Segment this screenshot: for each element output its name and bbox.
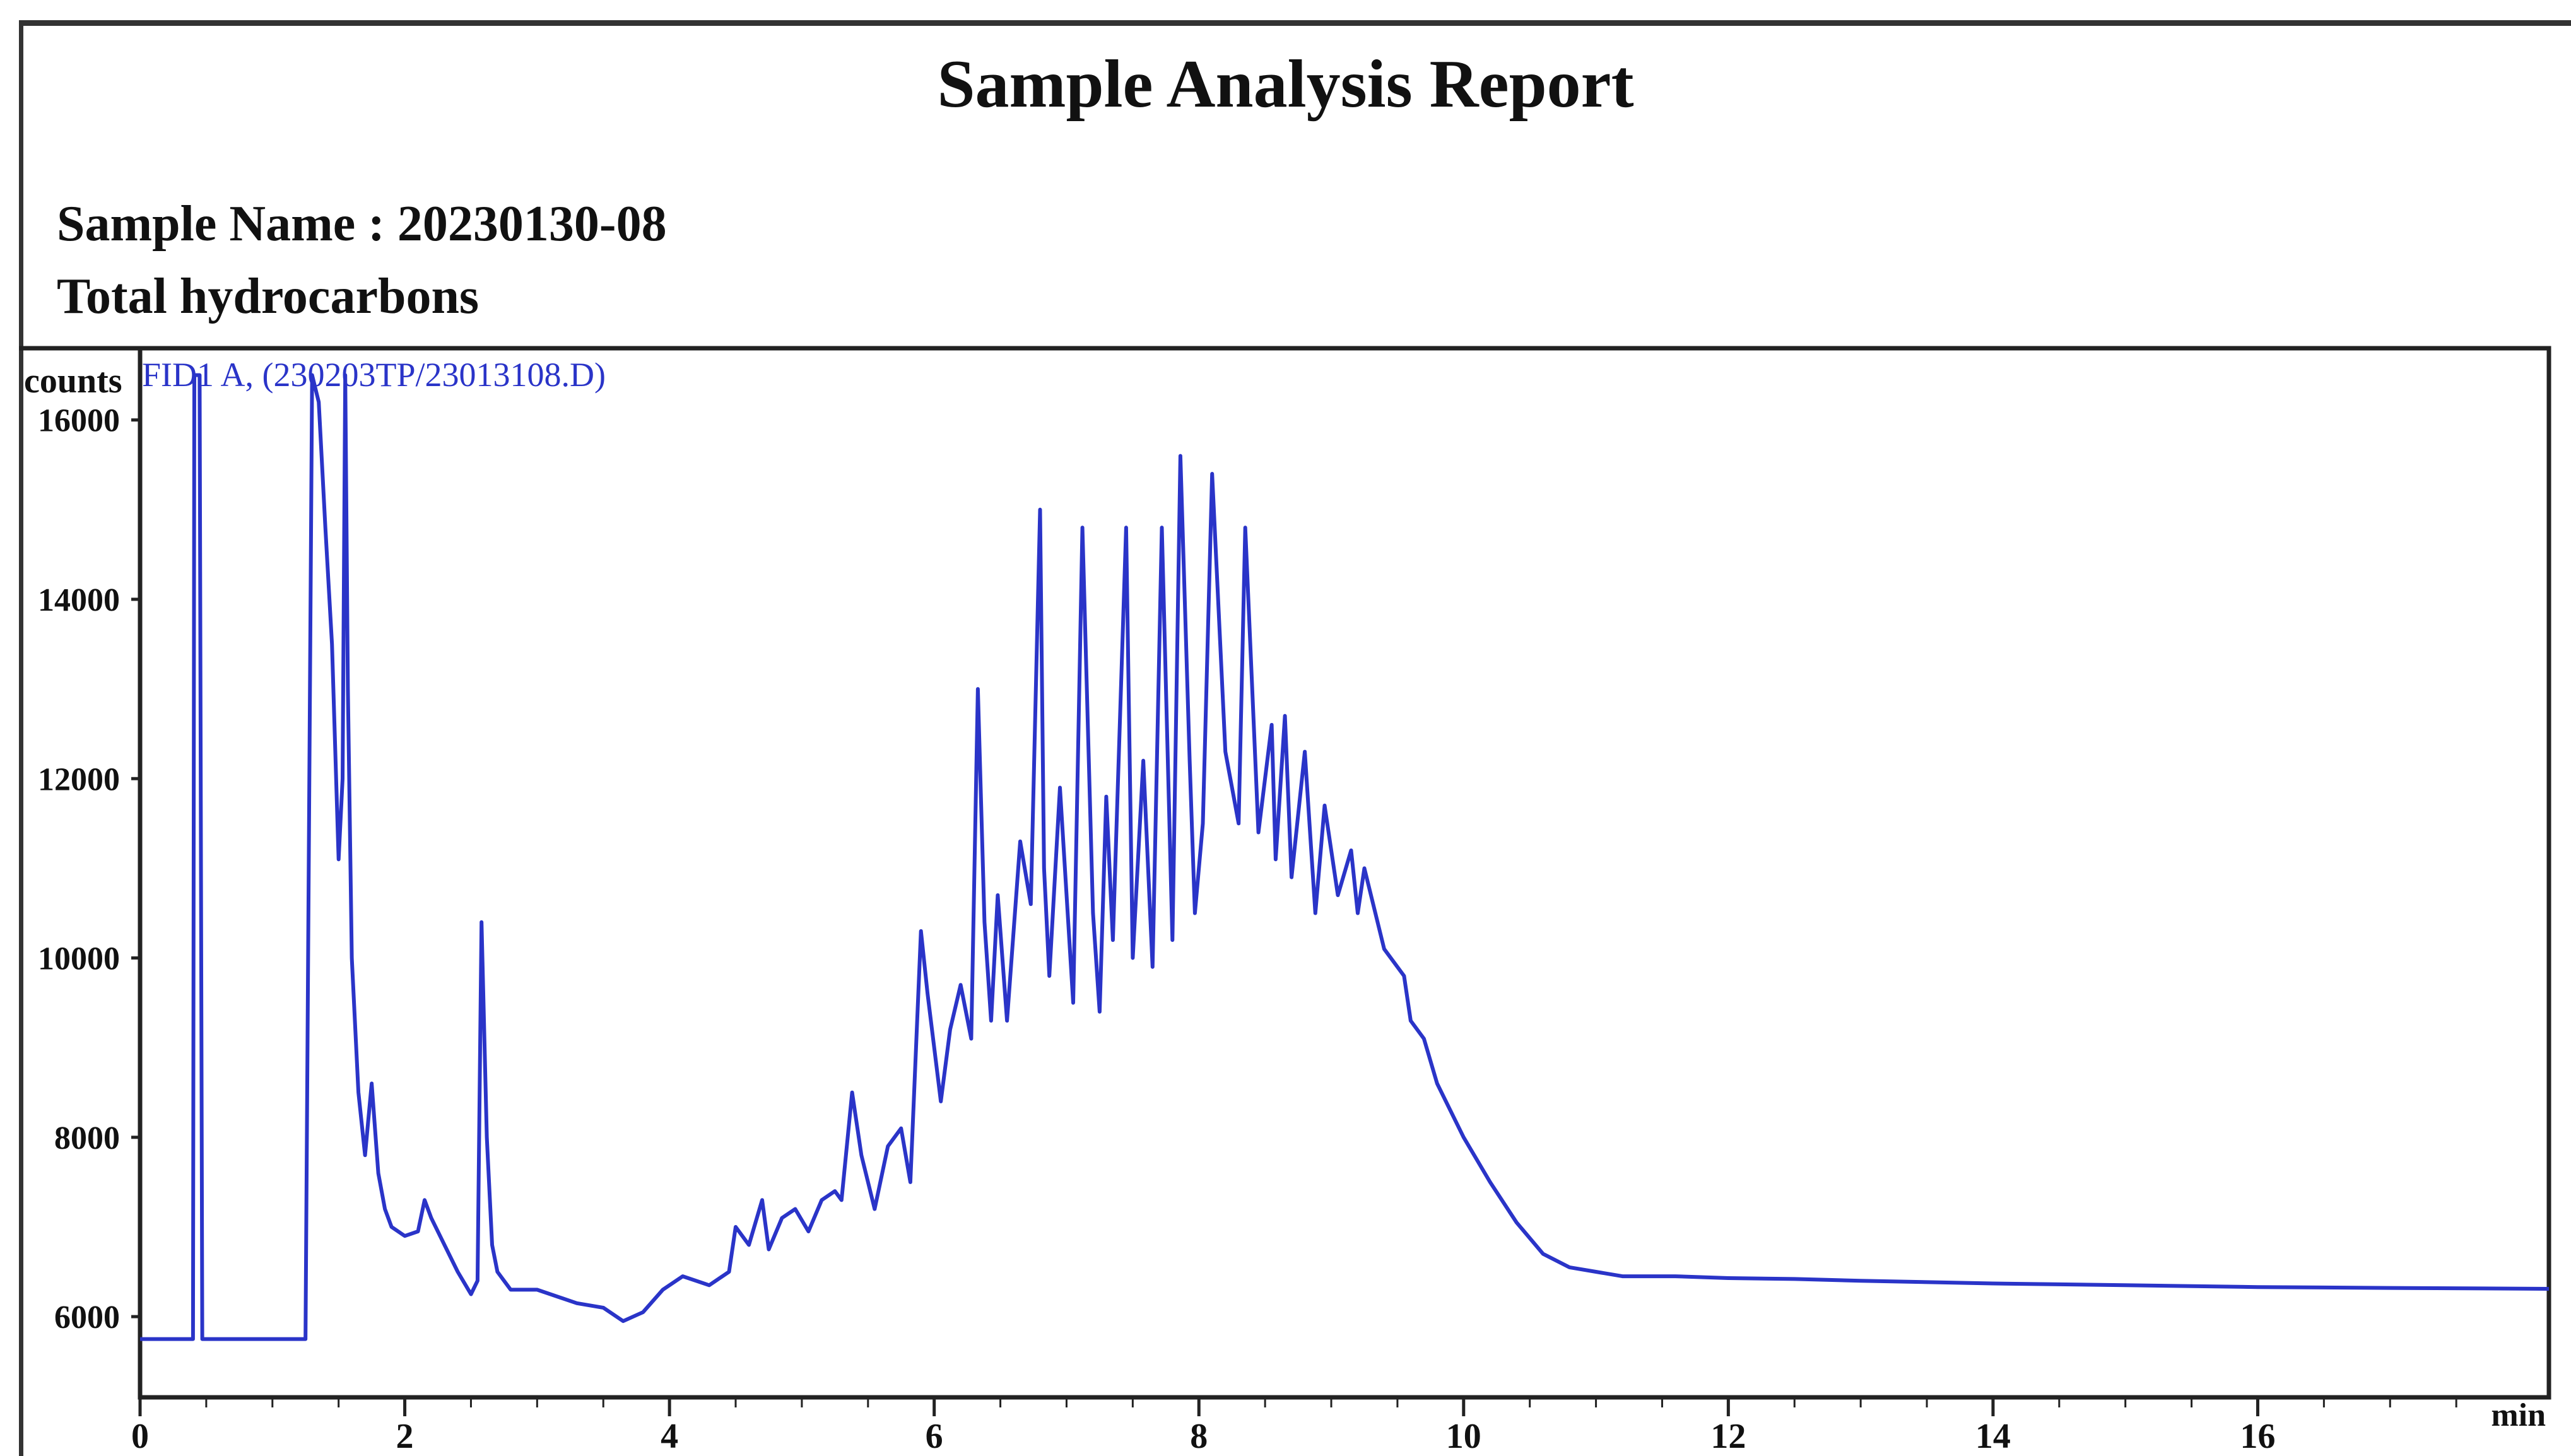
report-frame-left: [19, 20, 23, 1456]
signal-trace: [140, 373, 2550, 1341]
y-tick-label: 10000: [38, 941, 120, 977]
report-title: Sample Analysis Report: [937, 47, 1634, 122]
report-frame-top: [19, 20, 2571, 26]
x-axis-label: min: [2491, 1397, 2546, 1433]
y-axis-label: counts: [24, 361, 122, 401]
x-tick-label: 2: [396, 1417, 414, 1456]
y-tick-label: 6000: [54, 1300, 120, 1336]
axis-ticks: 0 2 4 6 8 10 12 14 16 6000 8000 10000 12000 14000 1600…: [38, 403, 2457, 1456]
y-tick-label: 14000: [38, 582, 120, 618]
y-tick-label: 16000: [38, 403, 120, 439]
x-tick-label: 14: [1975, 1417, 2011, 1456]
x-tick-label: 16: [2240, 1417, 2275, 1456]
x-tick-label: 0: [131, 1417, 149, 1456]
x-tick-label: 4: [661, 1417, 678, 1456]
signal-trace-group: [140, 373, 2550, 1341]
signal-label: FID1 A, (230203TP/23013108.D): [142, 356, 606, 394]
x-tick-label: 10: [1446, 1417, 1481, 1456]
y-tick-label: 12000: [38, 761, 120, 797]
x-tick-label: 12: [1710, 1417, 1746, 1456]
sample-name-line: Sample Name : 20230130-08: [57, 196, 667, 252]
analysis-subtitle: Total hydrocarbons: [57, 269, 479, 324]
plot-frame: [19, 346, 2551, 1400]
x-tick-label: 8: [1190, 1417, 1208, 1456]
x-tick-label: 6: [926, 1417, 943, 1456]
y-tick-label: 8000: [54, 1120, 120, 1156]
